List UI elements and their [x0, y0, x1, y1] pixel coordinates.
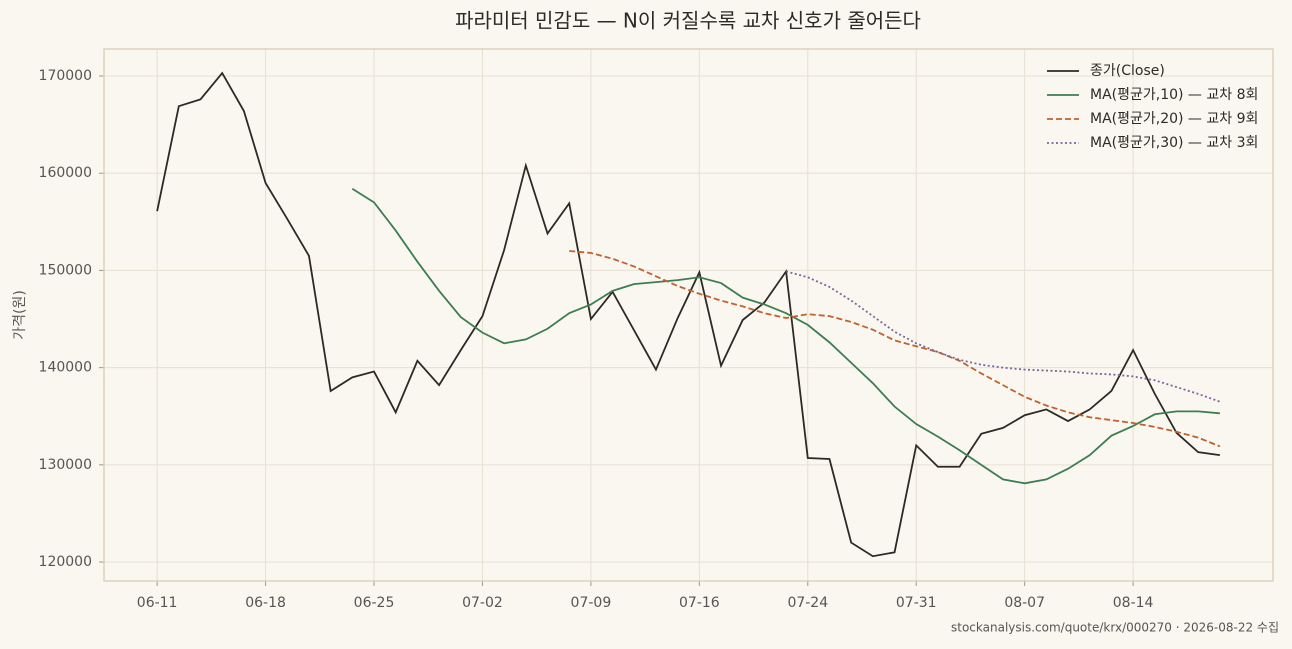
x-tick-label: 07-16 [679, 595, 720, 611]
legend-label: MA(평균가,10) — 교차 8회 [1090, 87, 1258, 103]
y-tick-label: 160000 [39, 165, 92, 181]
y-tick-label: 130000 [39, 457, 92, 473]
legend-label: MA(평균가,30) — 교차 3회 [1090, 135, 1258, 151]
x-tick-label: 06-11 [137, 595, 178, 611]
y-tick-label: 150000 [39, 262, 92, 278]
x-tick-label: 07-02 [462, 595, 503, 611]
chart-title: 파라미터 민감도 — N이 커질수록 교차 신호가 줄어든다 [455, 9, 921, 33]
x-tick-label: 06-25 [354, 595, 395, 611]
series-line [156, 71, 1220, 558]
source-note: stockanalysis.com/quote/krx/000270 · 202… [951, 621, 1279, 635]
x-tick-label: 07-24 [787, 595, 828, 611]
x-tick-label: 06-18 [245, 595, 286, 611]
y-tick-label: 120000 [39, 554, 92, 570]
plot-frame [103, 48, 1274, 582]
legend-label: MA(평균가,20) — 교차 9회 [1090, 111, 1258, 127]
x-tick-label: 08-14 [1113, 595, 1154, 611]
series-line [785, 270, 1221, 403]
y-tick-label: 170000 [39, 68, 92, 84]
y-tick-label: 140000 [39, 360, 92, 376]
plot-area [104, 49, 1273, 581]
y-axis-label: 가격(원) [12, 290, 28, 340]
legend-label: 종가(Close) [1090, 63, 1165, 79]
x-tick-label: 07-31 [896, 595, 937, 611]
series-line [351, 188, 1220, 485]
x-tick-label: 08-07 [1004, 595, 1045, 611]
x-tick-label: 07-09 [571, 595, 612, 611]
